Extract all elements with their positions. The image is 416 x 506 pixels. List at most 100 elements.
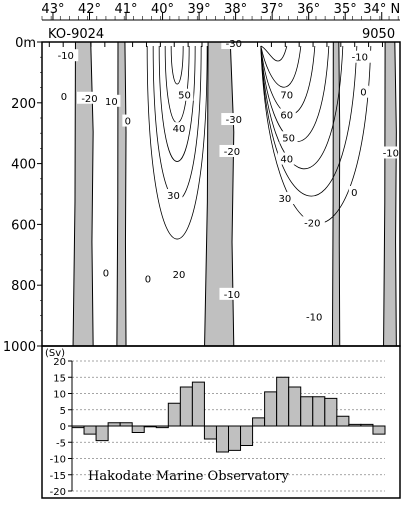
- contour-label: 60: [280, 110, 293, 121]
- negative-flow-region: [383, 41, 397, 347]
- contour-label-bg: [164, 189, 183, 202]
- contour-labels: -10 0 -20 10 0 50 40 -30 30 -20 20 -10 0 0 -30 70 60 50 40…: [53, 37, 404, 324]
- negative-flow-region: [116, 41, 127, 347]
- contour-line: [260, 45, 288, 62]
- contour-label: -30: [226, 39, 242, 50]
- transport-bar: [83, 425, 97, 435]
- bar-y-tick-label: -10: [50, 455, 66, 466]
- contour-line: [170, 45, 184, 85]
- contour-label-bg: [219, 287, 245, 300]
- contour-label-bg: [301, 310, 327, 323]
- transport-bar: [240, 425, 254, 446]
- contour-label: -10: [383, 148, 399, 159]
- contour-label-bg: [100, 266, 112, 279]
- contour-label-bg: [175, 88, 194, 101]
- transport-bar: [167, 402, 181, 427]
- contour-label: 0: [360, 88, 366, 99]
- contour-label-bg: [299, 216, 325, 229]
- bar-y-tick-label: -15: [50, 471, 66, 482]
- bar-series: [71, 376, 386, 453]
- contour-label-bg: [58, 90, 70, 103]
- contour-label-bg: [142, 272, 154, 285]
- contour-label-bg: [357, 85, 369, 98]
- bar-y-tick-label: -5: [56, 438, 66, 449]
- contour-label: -20: [224, 147, 240, 158]
- contour-label: 40: [280, 155, 293, 166]
- latitude-tick-label: 38°: [224, 2, 247, 17]
- contour-label-bg: [76, 91, 102, 104]
- transport-bar: [191, 381, 205, 427]
- contour-label: 50: [282, 133, 295, 144]
- bar-frame: [41, 345, 401, 499]
- bar-y-axis: 20 15 10 5 0 -5 -10 -15 -20: [50, 357, 73, 498]
- negative-flow-region: [331, 41, 341, 347]
- latitude-tick-label: 41°: [114, 2, 137, 17]
- transport-bar: [324, 397, 338, 427]
- transport-bar: [300, 396, 314, 427]
- bar-y-tick-label: -20: [50, 487, 66, 498]
- transport-bar: [336, 415, 350, 427]
- transport-bar: [228, 425, 242, 451]
- contour-label-bg: [122, 114, 134, 127]
- transport-bar: [276, 376, 290, 427]
- contour-label: 0: [145, 275, 151, 286]
- depth-tick-label: 600: [11, 218, 36, 233]
- bar-y-tick-label: 5: [60, 406, 66, 417]
- contour-label-bg: [221, 37, 247, 50]
- transport-bar: [288, 386, 302, 427]
- contour-label: 0: [125, 117, 131, 128]
- contour-label: -10: [306, 313, 322, 324]
- contour-label: 70: [280, 91, 293, 102]
- transport-bar: [179, 386, 193, 427]
- contour-line: [260, 45, 358, 197]
- latitude-tick-label: 36°: [297, 2, 320, 17]
- latitude-tick-label: 34° N: [363, 2, 400, 17]
- transport-bar: [264, 391, 278, 427]
- contour-line: [260, 45, 344, 169]
- contour-label-bg: [53, 49, 79, 62]
- transport-bar: [131, 425, 145, 433]
- latitude-tick-label: 40°: [151, 2, 174, 17]
- transport-bar: [372, 425, 386, 435]
- contour-label-bg: [378, 146, 404, 159]
- contour-label-bg: [279, 131, 298, 144]
- contour-label: 50: [178, 91, 191, 102]
- contour-label: -10: [58, 51, 74, 62]
- contour-label: -20: [81, 94, 97, 105]
- contour-label-bg: [348, 186, 360, 198]
- transport-section-plot: -10 0 -20 10 0 50 40 -30 30 -20 20 -10 0 0 -30 70 60 50 40…: [3, 27, 404, 355]
- contour-label: 30: [167, 191, 180, 202]
- transport-bar: [215, 425, 229, 453]
- depth-tick-label: 0m: [15, 36, 36, 51]
- transport-bar: [203, 425, 217, 440]
- latitude-tick-label: 42°: [78, 2, 101, 17]
- section-start-label: KO-9024: [48, 27, 104, 42]
- contour-label: -20: [304, 218, 320, 229]
- depth-tick-label: 1000: [3, 340, 36, 355]
- depth-tick-label: 200: [11, 97, 36, 112]
- contour-label-bg: [347, 50, 373, 63]
- latitude-tick-label: 39°: [188, 2, 211, 17]
- contour-line: [158, 45, 196, 162]
- latitude-tick-label: 37°: [261, 2, 284, 17]
- bar-y-tick-label: 0: [60, 422, 66, 433]
- contour-label-bg: [275, 192, 294, 205]
- transport-bar: [95, 425, 109, 442]
- bar-y-tick-label: 20: [53, 357, 66, 368]
- bar-y-axis-label: (Sv): [45, 348, 65, 359]
- contour-label-bg: [169, 268, 188, 281]
- contour-label: -10: [352, 53, 368, 64]
- section-end-label: 9050: [362, 27, 395, 42]
- contour-label: 20: [173, 270, 186, 281]
- latitude-axis: 43° 42° 41° 40° 39° 38° 37° 36° 35° 34° N: [41, 2, 400, 47]
- transport-bar: [312, 396, 326, 427]
- contour-label: 10: [105, 97, 118, 108]
- transport-bar-chart: (Sv) 20 15 10 5 0 -5 -10 -15 -20 Hakodate Marine…: [41, 345, 401, 499]
- negative-flow-region: [72, 41, 94, 347]
- contour-line: [260, 45, 302, 88]
- depth-tick-label: 800: [11, 279, 36, 294]
- bar-y-tick-label: 10: [53, 390, 66, 401]
- contour-label-bg: [169, 122, 188, 135]
- latitude-tick-label: 43°: [41, 2, 64, 17]
